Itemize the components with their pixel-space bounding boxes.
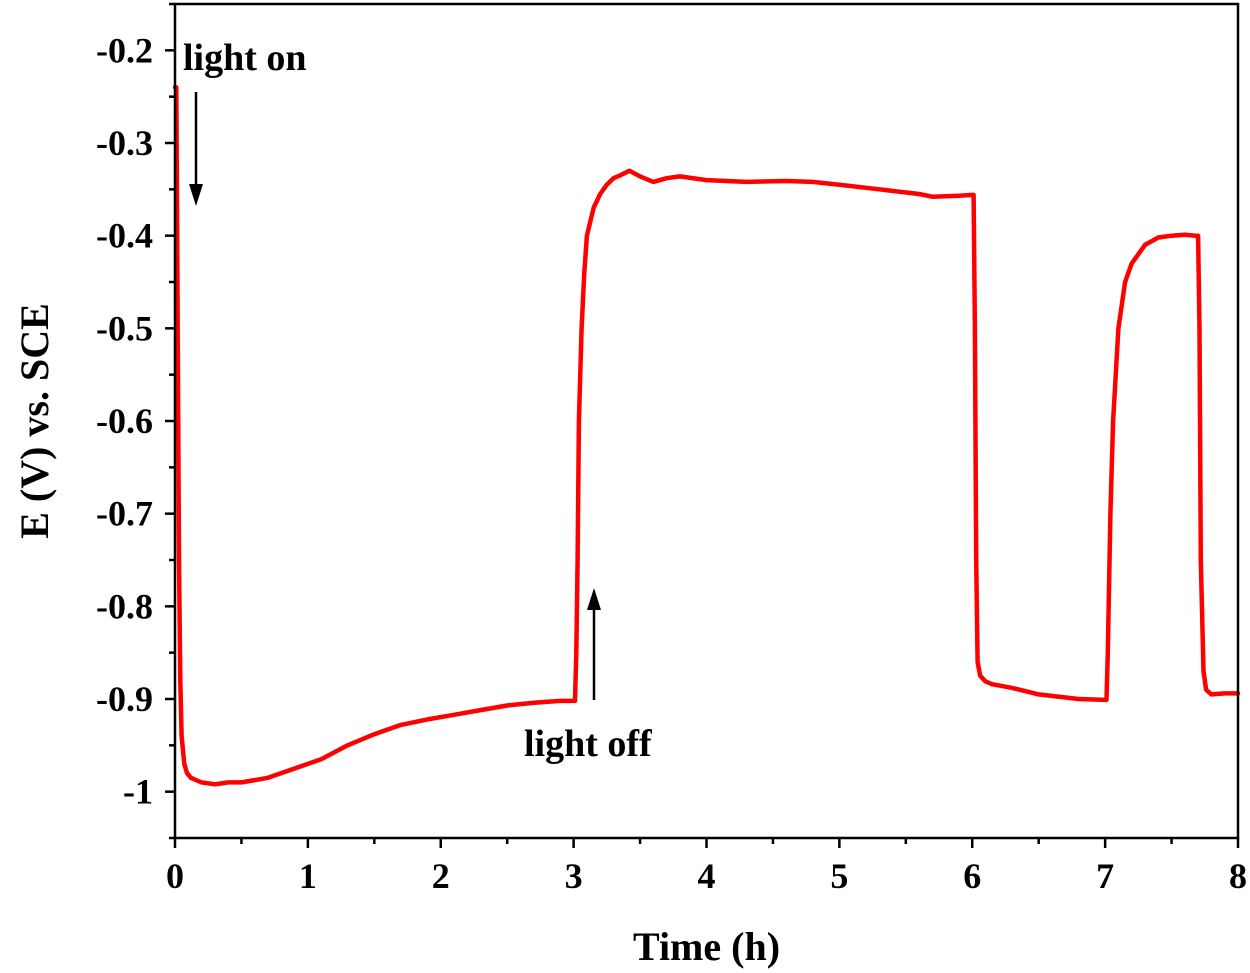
annotation-light-off: light off [524,723,653,765]
x-tick-label: 7 [1096,856,1114,896]
series-line [172,85,1241,787]
y-tick-label: -0.6 [96,401,153,441]
y-tick-label: -0.3 [96,123,153,163]
x-tick-label: 3 [565,856,583,896]
arrow-up-icon [587,588,601,700]
y-tick-label: -0.7 [96,494,153,534]
annotation-light-on: light on [183,37,307,79]
x-tick-label: 6 [963,856,981,896]
y-tick-label: -1 [123,772,153,812]
plot-frame [173,2,1240,840]
x-tick-label: 8 [1229,856,1247,896]
x-axis-title: Time (h) [633,924,780,969]
y-tick-label: -0.4 [96,216,153,256]
x-tick-label: 4 [698,856,716,896]
x-tick-label: 0 [166,856,184,896]
x-tick-label: 2 [432,856,450,896]
tick-labels: 0 1 2 3 4 5 6 7 8 -0.2 -0.3 -0.4 -0.5 -0.6 -0.7 -0.8 -0.… [96,30,1247,896]
arrow-down-icon [189,92,203,206]
y-tick-label: -0.9 [96,679,153,719]
y-tick-label: -0.5 [96,308,153,348]
x-tick-label: 5 [830,856,848,896]
y-tick-label: -0.8 [96,586,153,626]
y-tick-label: -0.2 [96,30,153,70]
x-tick-label: 1 [299,856,317,896]
axis-ticks [165,2,1240,848]
y-axis-title: E (V) vs. SCE [12,303,57,539]
